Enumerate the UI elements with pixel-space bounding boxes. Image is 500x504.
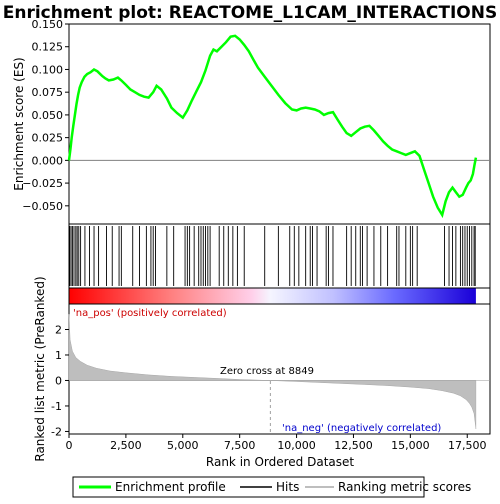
es-y-tick-label: −0.050 [22, 200, 63, 213]
enrichment-profile-line [67, 34, 478, 219]
legend: Enrichment profile Hits Ranking metric s… [72, 476, 471, 498]
rank-color-bar [68, 287, 491, 305]
rank-x-ticks: 0 2,500 5,000 7,500 10,000 12,500 15,000 17,500 [66, 434, 487, 452]
hits-panel-frame [68, 223, 491, 289]
metric-y-ticks: -2 -1 0 1 2 [51, 323, 69, 438]
rank-x-axis-label: Rank in Ordered Dataset [206, 455, 354, 469]
es-y-tick-label: 0.025 [32, 132, 64, 145]
negative-correlation-label: 'na_neg' (negatively correlated) [282, 423, 441, 434]
es-panel-frame [68, 23, 491, 225]
es-y-tick-label: 0.100 [32, 63, 64, 76]
rank-x-tick-label: 10,000 [277, 439, 316, 452]
legend-hits-label: Hits [276, 480, 299, 494]
rank-x-tick-label: 15,000 [391, 439, 430, 452]
rank-x-tick-label: 0 [66, 439, 73, 452]
ranking-metric-area [68, 314, 477, 429]
es-y-tick-label: 0.125 [32, 41, 64, 54]
rank-x-tick-label: 12,500 [334, 439, 373, 452]
metric-y-tick-label: 2 [55, 323, 62, 336]
metric-y-tick-label: 1 [55, 349, 62, 362]
metric-y-tick-label: -2 [51, 425, 62, 438]
metric-panel: Zero cross at 8849 'na_pos' (positively … [33, 276, 491, 469]
rank-x-tick-label: 2,500 [110, 439, 142, 452]
es-y-ticks: −0.050 −0.025 0.000 0.025 0.050 0.075 0.100 0.1… [22, 18, 69, 213]
rank-x-tick-label: 7,500 [224, 439, 256, 452]
es-y-axis-label: Enrichment score (ES) [12, 57, 26, 190]
metric-y-tick-label: 0 [55, 374, 62, 387]
es-panel: −0.050 −0.025 0.000 0.025 0.050 0.075 0.100 0.1… [12, 18, 491, 225]
es-y-tick-label: −0.025 [22, 177, 63, 190]
rank-x-tick-label: 5,000 [167, 439, 199, 452]
chart-title: Enrichment plot: REACTOME_L1CAM_INTERACT… [3, 3, 497, 23]
color-gradient [69, 288, 476, 304]
hit-marks [69, 226, 476, 286]
zero-cross-label: Zero cross at 8849 [220, 366, 314, 377]
es-y-tick-label: 0.075 [32, 86, 64, 99]
hits-panel [68, 223, 491, 289]
legend-enrichment-label: Enrichment profile [115, 480, 226, 494]
metric-y-tick-label: -1 [51, 400, 62, 413]
es-y-tick-label: 0.000 [32, 154, 64, 167]
metric-panel-frame [68, 303, 491, 435]
metric-y-axis-label: Ranked list metric (PreRanked) [33, 276, 47, 461]
es-y-tick-label: 0.150 [32, 18, 64, 31]
rank-x-tick-label: 17,500 [448, 439, 487, 452]
positive-correlation-label: 'na_pos' (positively correlated) [73, 308, 227, 319]
es-y-tick-label: 0.050 [32, 109, 64, 122]
legend-metric-label: Ranking metric scores [338, 480, 471, 494]
